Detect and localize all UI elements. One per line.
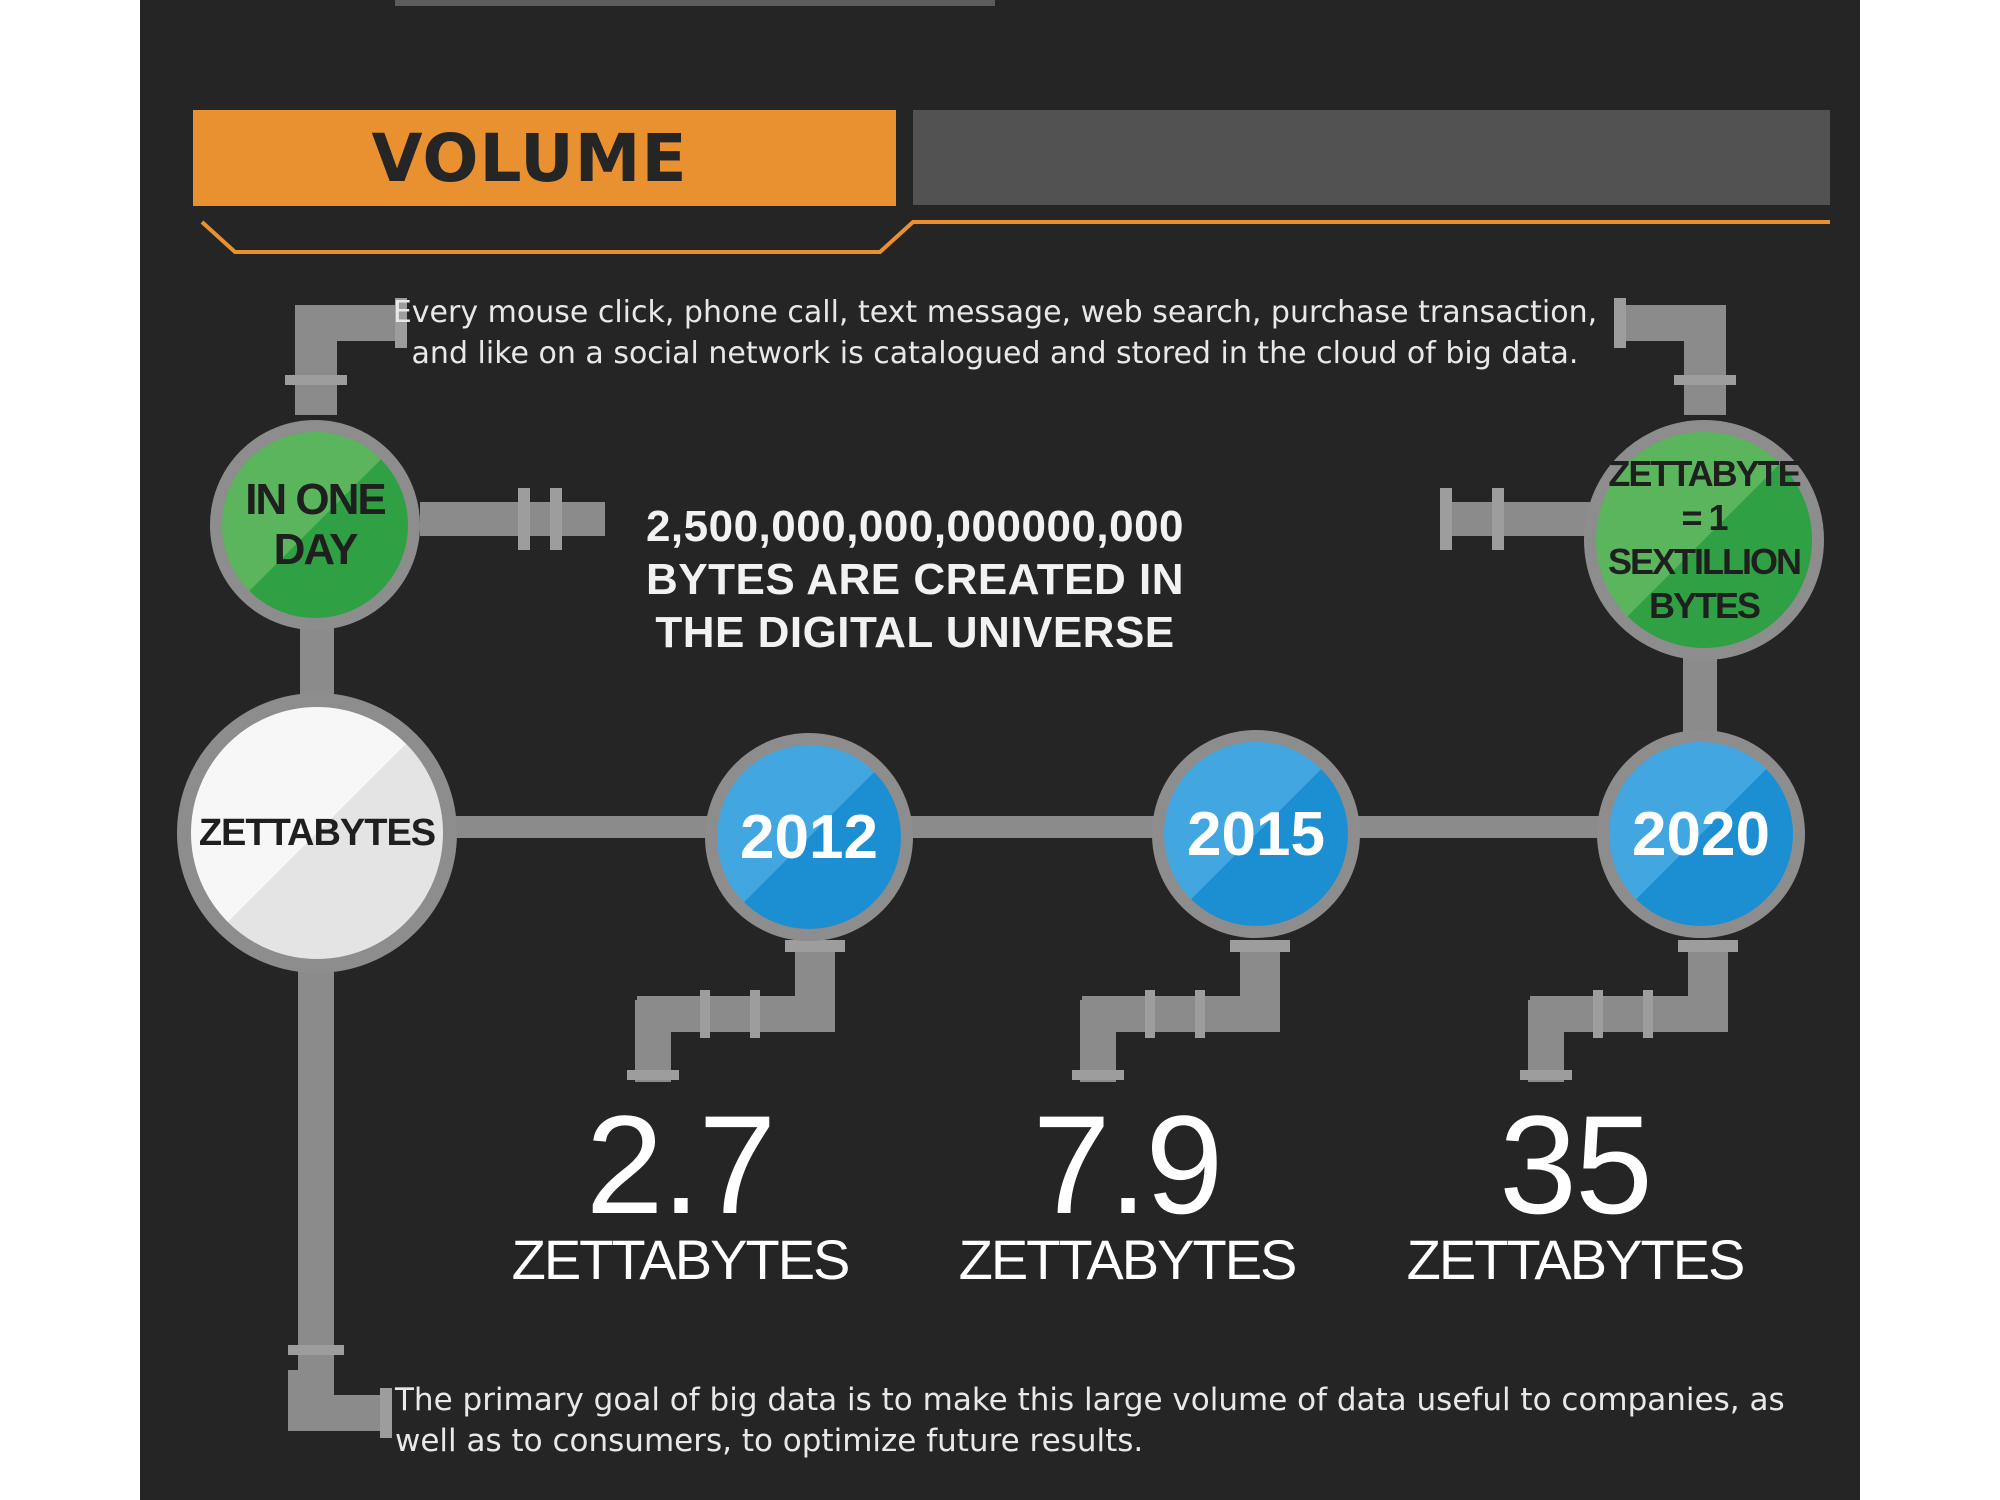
stat-value: 2.7: [585, 1086, 777, 1243]
year-label: 2012: [740, 802, 878, 872]
in-one-day-bubble: IN ONE DAY: [210, 420, 420, 630]
year-label: 2015: [1187, 799, 1325, 869]
stat-value: 7.9: [1032, 1086, 1224, 1243]
stat-value: 35: [1499, 1086, 1653, 1243]
stat-2020: 35 ZETTABYTES: [1385, 1086, 1765, 1291]
zettabyte-definition-label: ZETTABYTE = 1 SEXTILLION BYTES: [1608, 453, 1802, 626]
bytes-headline: 2,500,000,000,000000,000 BYTES ARE CREAT…: [645, 502, 1185, 657]
top-cropped-text: [395, 0, 995, 6]
section-title: VOLUME: [371, 119, 688, 197]
intro-text: Every mouse click, phone call, text mess…: [392, 295, 1598, 371]
zettabytes-hub-label: ZETTABYTES: [198, 811, 436, 854]
header-bar-grey: [913, 110, 1830, 205]
infographic-panel: VOLUME: [140, 0, 1860, 1500]
footer-text: The primary goal of big data is to make …: [395, 1382, 1785, 1459]
year-2015-circle: 2015: [1152, 730, 1360, 938]
stat-unit: ZETTABYTES: [511, 1228, 851, 1291]
header-underline: [200, 220, 1830, 254]
section-header: VOLUME: [193, 110, 896, 206]
zettabytes-hub: ZETTABYTES: [177, 693, 457, 973]
stat-unit: ZETTABYTES: [958, 1228, 1298, 1291]
year-2012-circle: 2012: [705, 733, 913, 941]
stat-unit: ZETTABYTES: [1406, 1228, 1746, 1291]
zettabyte-definition-bubble: ZETTABYTE = 1 SEXTILLION BYTES: [1584, 420, 1824, 660]
stat-2012: 2.7 ZETTABYTES: [490, 1086, 870, 1291]
year-2020-circle: 2020: [1597, 730, 1805, 938]
in-one-day-label: IN ONE DAY: [245, 475, 387, 574]
year-label: 2020: [1632, 799, 1770, 869]
stat-2015: 7.9 ZETTABYTES: [937, 1086, 1317, 1291]
